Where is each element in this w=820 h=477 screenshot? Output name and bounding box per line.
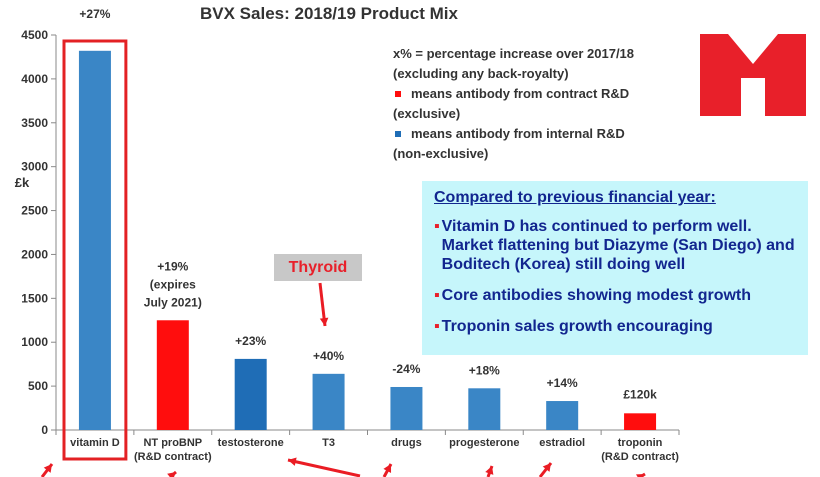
legend-red-text: means antibody from contract R&D xyxy=(411,86,630,101)
legend-line-1: x% = percentage increase over 2017/18 xyxy=(393,46,635,61)
bullet-icon: ▪ xyxy=(434,287,440,304)
y-tick-label: 1000 xyxy=(21,335,48,349)
axis-layer: 0 500 1000 1500 2000 2500 3000 3500 4000 4500 £k xyxy=(15,28,680,437)
legend-blue-text: means antibody from internal R&D xyxy=(411,126,625,141)
bar xyxy=(546,401,579,430)
thyroid-arrow-head xyxy=(319,317,329,326)
legend: x% = percentage increase over 2017/18 (e… xyxy=(393,44,693,164)
arrow-estradiol-head xyxy=(542,463,551,472)
chart-title: BVX Sales: 2018/19 Product Mix xyxy=(200,4,458,23)
thyroid-annotation: Thyroid xyxy=(274,254,362,281)
legend-red-entry: means antibody from contract R&D xyxy=(393,84,693,104)
highlight-box xyxy=(62,39,128,461)
data-label: -24% xyxy=(392,362,420,376)
y-tick-label: 2500 xyxy=(21,204,48,218)
y-logo-stem xyxy=(741,78,765,116)
bar xyxy=(234,358,267,430)
bar xyxy=(78,50,111,431)
legend-line-2: (excluding any back-royalty) xyxy=(393,66,569,81)
y-tick-label: 3000 xyxy=(21,160,48,174)
data-label: +18% xyxy=(469,363,500,377)
arrow-nt-probnp-head xyxy=(167,472,176,477)
legend-blue-entry: means antibody from internal R&D xyxy=(393,124,693,144)
arrow-testosterone-head xyxy=(288,457,297,466)
bullet-icon: ▪ xyxy=(434,318,440,335)
x-tick-label: progesterone xyxy=(449,437,519,449)
y-tick-label: 2000 xyxy=(21,247,48,261)
bullet-icon: ▪ xyxy=(434,218,440,235)
data-label: +40% xyxy=(313,349,344,363)
legend-blue-text-2: (non-exclusive) xyxy=(393,146,489,161)
data-label: (expires xyxy=(150,277,196,291)
arrow-drugs-head xyxy=(383,464,392,473)
info-item-text: Troponin sales growth encouraging xyxy=(441,318,713,335)
info-item: ▪ Core antibodies showing modest growth xyxy=(434,286,796,305)
y-logo-icon xyxy=(700,34,806,116)
arrow-testosterone xyxy=(287,458,361,477)
y-tick-label: 1500 xyxy=(21,291,48,305)
y-tick-label: 500 xyxy=(28,379,48,393)
info-item: ▪ Troponin sales growth encouraging xyxy=(434,317,796,336)
data-label: +23% xyxy=(235,334,266,348)
data-label: +27% xyxy=(79,7,110,21)
y-axis-label: £k xyxy=(15,175,30,190)
x-tick-label: vitamin D xyxy=(70,437,120,449)
x-tick-label: (R&D contract) xyxy=(601,451,679,463)
bar xyxy=(624,413,657,430)
x-tick-label: troponin xyxy=(618,437,663,449)
y-tick-label: 3500 xyxy=(21,116,48,130)
x-tick-label: drugs xyxy=(391,437,422,449)
y-tick-label: 4500 xyxy=(21,28,48,42)
info-item: ▪ Vitamin D has continued to perform wel… xyxy=(434,217,796,274)
bar xyxy=(468,388,501,430)
x-tick-label: testosterone xyxy=(218,437,284,449)
data-label: +14% xyxy=(547,376,578,390)
y-tick-label: 4000 xyxy=(21,72,48,86)
x-tick-label: T3 xyxy=(322,437,335,449)
overlay-layer xyxy=(40,39,646,477)
blue-square-icon xyxy=(395,130,401,137)
info-item-text: Vitamin D has continued to perform well.… xyxy=(441,218,795,273)
info-box-title: Compared to previous financial year: xyxy=(434,189,716,206)
arrow-progesterone-head xyxy=(485,466,494,475)
x-tick-label: (R&D contract) xyxy=(134,451,212,463)
bar xyxy=(390,386,423,430)
labels-layer: vitamin D +27% NT proBNP (R&D contract) +19%… xyxy=(70,7,679,463)
bar xyxy=(156,320,189,430)
x-tick-label: NT proBNP xyxy=(143,437,202,449)
info-item-text: Core antibodies showing modest growth xyxy=(441,287,752,304)
arrow-troponin-head xyxy=(636,474,645,477)
red-square-icon xyxy=(395,90,401,97)
data-label: July 2021) xyxy=(144,295,202,309)
x-tick-label: estradiol xyxy=(539,437,585,449)
bars-layer xyxy=(78,50,657,431)
info-box: Compared to previous financial year: ▪ V… xyxy=(422,181,808,355)
bar xyxy=(312,373,345,430)
data-label: £120k xyxy=(623,387,657,401)
y-logo-shape xyxy=(700,34,806,116)
data-label: +19% xyxy=(157,259,188,273)
arrow-vitamin-d-head xyxy=(43,464,52,473)
legend-red-text-2: (exclusive) xyxy=(393,106,461,121)
y-tick-label: 0 xyxy=(41,423,48,437)
